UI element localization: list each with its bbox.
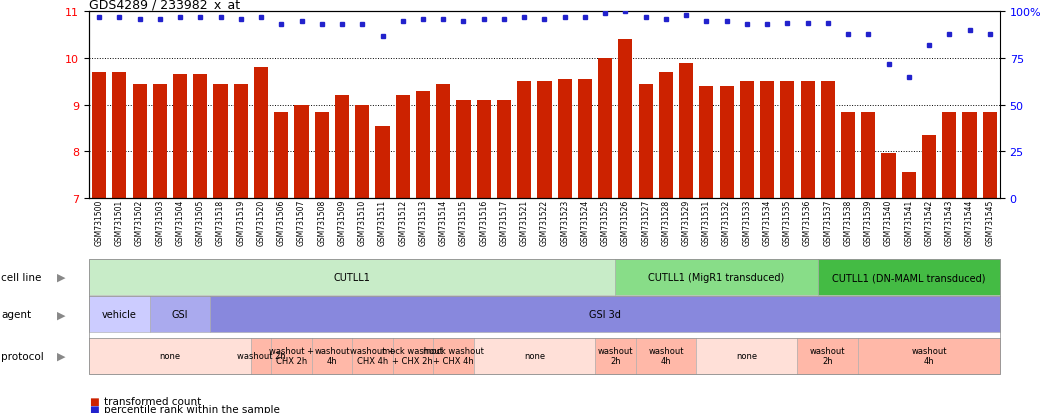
Bar xyxy=(437,84,450,198)
Text: washout
4h: washout 4h xyxy=(648,346,684,366)
Bar xyxy=(112,73,127,198)
Bar xyxy=(92,73,106,198)
Bar xyxy=(456,101,470,198)
Text: GSI: GSI xyxy=(172,309,188,320)
Bar xyxy=(760,82,774,198)
Bar xyxy=(598,59,612,198)
Text: ▶: ▶ xyxy=(58,272,66,282)
Bar xyxy=(780,82,795,198)
Bar xyxy=(680,64,693,198)
Text: ■: ■ xyxy=(89,404,98,413)
Bar xyxy=(214,84,227,198)
Bar xyxy=(294,105,309,198)
Text: washout
4h: washout 4h xyxy=(911,346,946,366)
Bar xyxy=(233,84,248,198)
Bar xyxy=(719,87,734,198)
Text: washout +
CHX 2h: washout + CHX 2h xyxy=(269,346,314,366)
Bar xyxy=(740,82,754,198)
Bar xyxy=(942,112,956,198)
Bar xyxy=(517,82,531,198)
Text: CUTLL1 (DN-MAML transduced): CUTLL1 (DN-MAML transduced) xyxy=(832,272,985,282)
Bar xyxy=(153,84,166,198)
Bar xyxy=(922,135,936,198)
Bar xyxy=(537,82,552,198)
Bar xyxy=(639,84,652,198)
Text: ▶: ▶ xyxy=(58,351,66,361)
Bar xyxy=(862,112,875,198)
Text: CUTLL1: CUTLL1 xyxy=(334,272,371,282)
Text: percentile rank within the sample: percentile rank within the sample xyxy=(104,404,280,413)
Text: protocol: protocol xyxy=(1,351,44,361)
Bar xyxy=(619,40,632,198)
Text: GDS4289 / 233982_x_at: GDS4289 / 233982_x_at xyxy=(89,0,240,11)
Bar xyxy=(821,82,834,198)
Bar xyxy=(497,101,511,198)
Text: ■: ■ xyxy=(89,396,98,406)
Text: washout
4h: washout 4h xyxy=(314,346,350,366)
Bar xyxy=(841,112,855,198)
Bar xyxy=(396,96,409,198)
Bar xyxy=(699,87,713,198)
Bar xyxy=(962,112,977,198)
Bar xyxy=(578,80,592,198)
Text: cell line: cell line xyxy=(1,272,42,282)
Bar xyxy=(194,75,207,198)
Bar xyxy=(901,173,916,198)
Text: washout +
CHX 4h: washout + CHX 4h xyxy=(350,346,395,366)
Text: none: none xyxy=(159,351,180,360)
Text: agent: agent xyxy=(1,309,31,320)
Bar xyxy=(254,68,268,198)
Text: GSI 3d: GSI 3d xyxy=(589,309,621,320)
Text: mock washout
+ CHX 2h: mock washout + CHX 2h xyxy=(382,346,443,366)
Bar xyxy=(376,126,389,198)
Bar xyxy=(315,112,329,198)
Bar xyxy=(476,101,491,198)
Bar xyxy=(416,91,430,198)
Bar xyxy=(335,96,349,198)
Text: washout
2h: washout 2h xyxy=(810,346,846,366)
Text: ▶: ▶ xyxy=(58,309,66,320)
Text: washout 2h: washout 2h xyxy=(237,351,286,360)
Text: none: none xyxy=(736,351,757,360)
Bar xyxy=(274,112,288,198)
Bar xyxy=(882,154,895,198)
Text: washout
2h: washout 2h xyxy=(598,346,633,366)
Text: transformed count: transformed count xyxy=(104,396,201,406)
Bar xyxy=(983,112,997,198)
Bar xyxy=(558,80,572,198)
Text: none: none xyxy=(524,351,544,360)
Bar xyxy=(173,75,187,198)
Text: CUTLL1 (MigR1 transduced): CUTLL1 (MigR1 transduced) xyxy=(648,272,784,282)
Bar xyxy=(801,82,815,198)
Bar xyxy=(355,105,370,198)
Bar xyxy=(659,73,673,198)
Text: vehicle: vehicle xyxy=(102,309,137,320)
Text: mock washout
+ CHX 4h: mock washout + CHX 4h xyxy=(423,346,484,366)
Bar xyxy=(133,84,147,198)
